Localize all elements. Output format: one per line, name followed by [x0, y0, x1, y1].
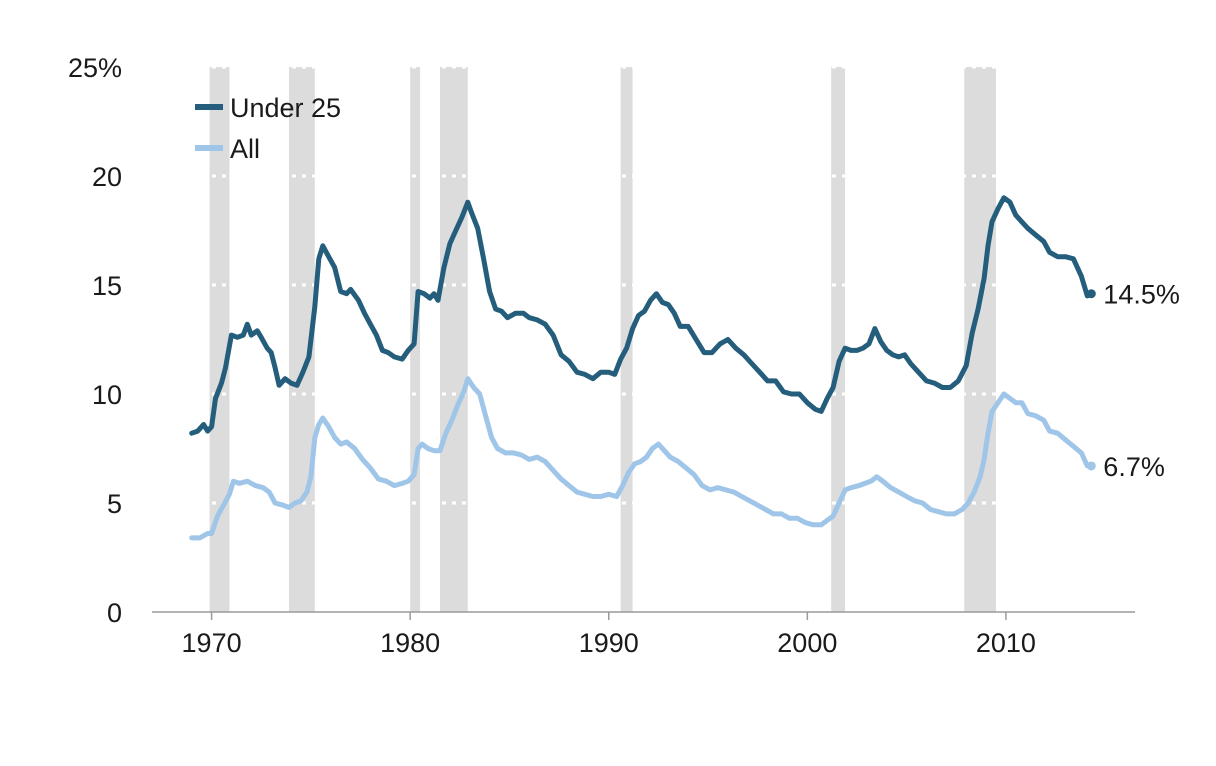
series-end-point-all — [1086, 461, 1096, 471]
recession-band — [439, 67, 468, 612]
x-tick-label: 1970 — [182, 628, 242, 658]
x-tick-label: 2010 — [976, 628, 1036, 658]
recession-bands — [209, 67, 996, 612]
series-lines — [189, 195, 1096, 541]
y-tick-label: 0 — [107, 598, 122, 628]
recession-band — [209, 67, 230, 612]
legend-label-under-25: Under 25 — [230, 93, 341, 123]
y-tick-label: 5 — [107, 489, 122, 519]
end-label-all: 6.7% — [1103, 452, 1165, 482]
y-axis-tick-labels: 0 5 10 15 20 25% — [68, 53, 122, 628]
x-axis-tick-labels: 1970 1980 1990 2000 2010 — [182, 612, 1036, 658]
x-tick-label: 1990 — [579, 628, 639, 658]
x-tick-label: 2000 — [777, 628, 837, 658]
y-tick-label: 15 — [92, 271, 122, 301]
y-tick-label: 20 — [92, 162, 122, 192]
series-line-all — [189, 376, 1094, 541]
series-line-under-25 — [189, 195, 1094, 436]
legend-label-all: All — [230, 134, 260, 164]
legend: Under 25 All — [195, 93, 341, 164]
recession-band — [831, 67, 846, 612]
recession-band — [620, 67, 633, 612]
end-label-under-25: 14.5% — [1103, 280, 1180, 310]
y-tick-label: 10 — [92, 380, 122, 410]
x-tick-label: 1980 — [380, 628, 440, 658]
series-end-point-under-25 — [1086, 289, 1096, 299]
y-tick-label: 25% — [68, 53, 122, 83]
end-labels: 6.7% 14.5% — [1103, 280, 1180, 482]
